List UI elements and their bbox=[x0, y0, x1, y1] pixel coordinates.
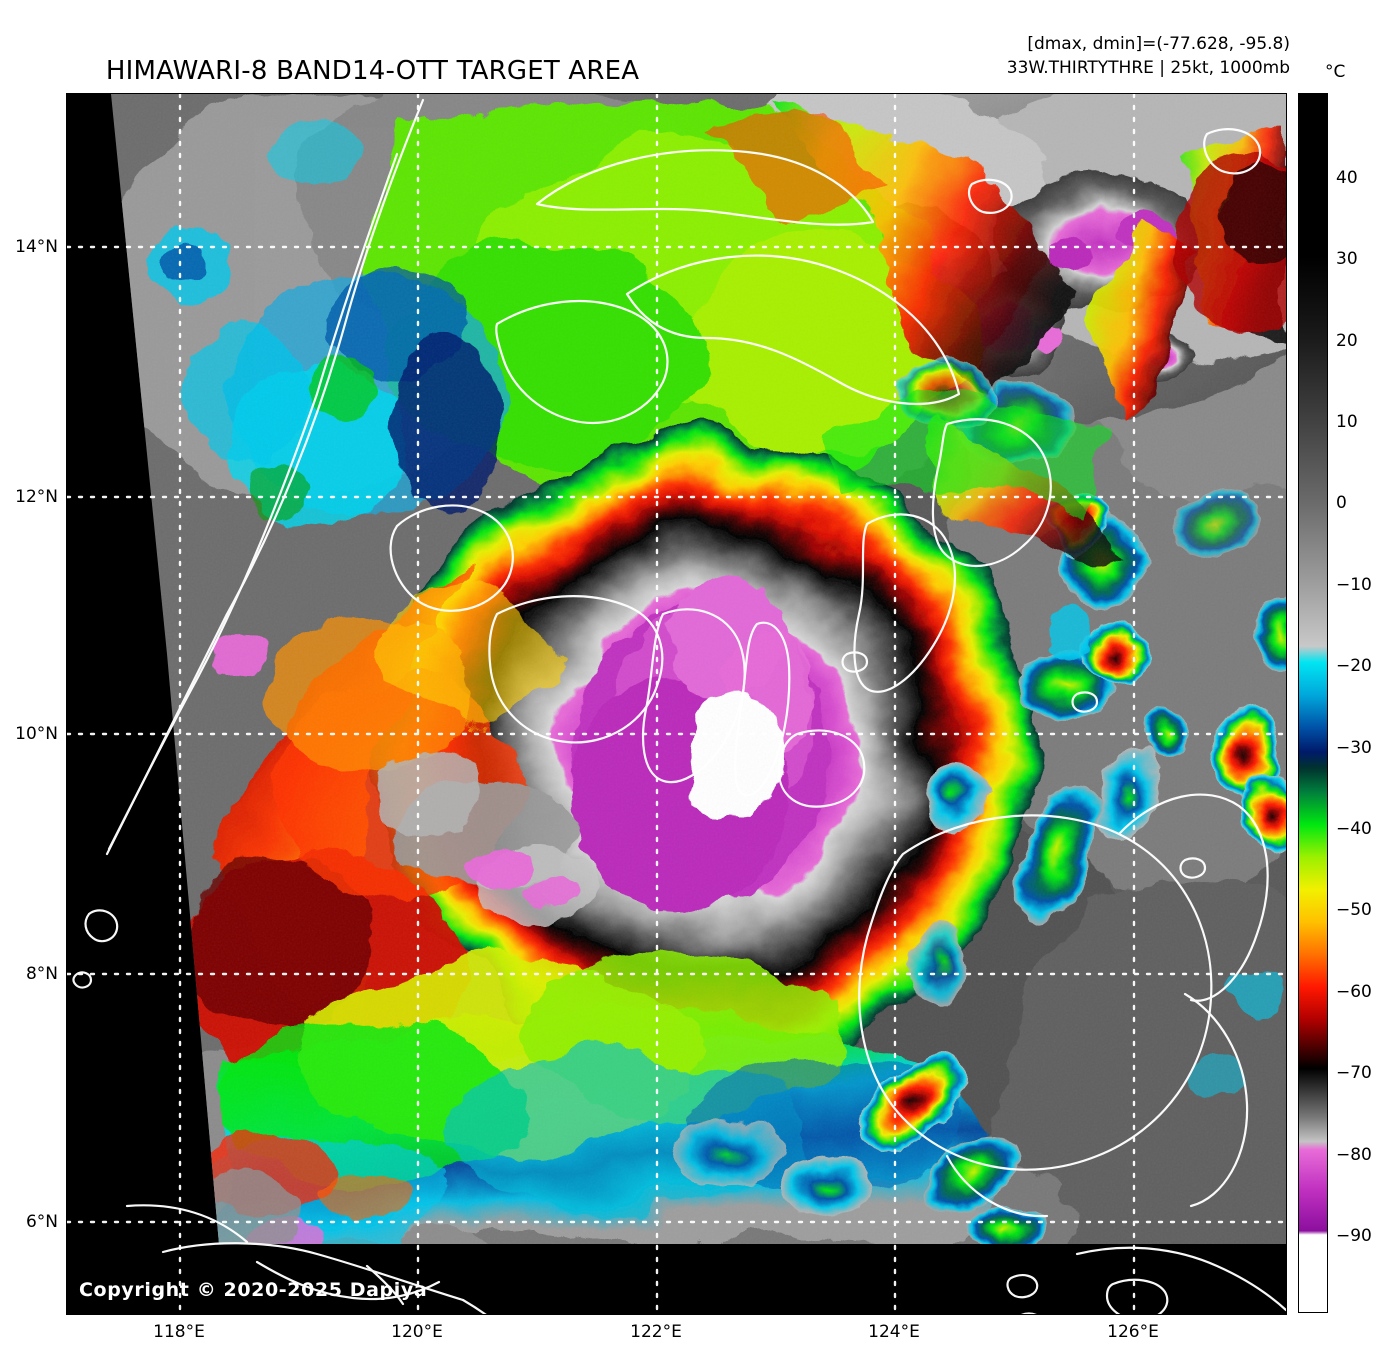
title-line-1: HIMAWARI-8 BAND14-OTT TARGET AREA bbox=[105, 56, 640, 86]
x-tick-118e: 118°E bbox=[153, 1322, 205, 1342]
x-tick-120e: 120°E bbox=[391, 1322, 443, 1342]
cb-tick-m10: −10 bbox=[1336, 575, 1372, 595]
storm-info-readout: 33W.THIRTYTHRE | 25kt, 1000mb bbox=[1006, 58, 1290, 78]
header-metadata: [dmax, dmin]=(-77.628, -95.8) 33W.THIRTY… bbox=[1007, 32, 1290, 80]
cb-tick-30: 30 bbox=[1336, 249, 1358, 269]
y-tick-12n: 12°N bbox=[15, 487, 58, 507]
cb-tick-m40: −40 bbox=[1336, 819, 1372, 839]
cb-tick-m60: −60 bbox=[1336, 982, 1372, 1002]
y-tick-6n: 6°N bbox=[25, 1212, 58, 1232]
cb-tick-20: 20 bbox=[1336, 331, 1358, 351]
cb-tick-m30: −30 bbox=[1336, 738, 1372, 758]
cb-tick-40: 40 bbox=[1336, 168, 1358, 188]
dmax-dmin-readout: [dmax, dmin]=(-77.628, -95.8) bbox=[1027, 34, 1290, 54]
cb-tick-m50: −50 bbox=[1336, 900, 1372, 920]
x-tick-126e: 126°E bbox=[1107, 1322, 1159, 1342]
colorbar-unit-label: °C bbox=[1325, 62, 1346, 82]
copyright-notice: Copyright © 2020-2025 Dapiya bbox=[79, 1279, 428, 1301]
x-tick-124e: 124°E bbox=[868, 1322, 920, 1342]
y-tick-14n: 14°N bbox=[15, 237, 58, 257]
cb-tick-m20: −20 bbox=[1336, 656, 1372, 676]
ir-brightness-field bbox=[111, 94, 1286, 1244]
y-tick-8n: 8°N bbox=[25, 964, 58, 984]
satellite-image-plot[interactable]: Copyright © 2020-2025 Dapiya bbox=[66, 93, 1287, 1315]
cb-tick-m70: −70 bbox=[1336, 1063, 1372, 1083]
cb-tick-0: 0 bbox=[1336, 493, 1347, 513]
graticule bbox=[67, 94, 1286, 1314]
temperature-colorbar[interactable] bbox=[1298, 93, 1328, 1313]
cb-tick-10: 10 bbox=[1336, 412, 1358, 432]
cb-tick-m90: −90 bbox=[1336, 1226, 1372, 1246]
colorbar-gradient bbox=[1299, 94, 1327, 1312]
x-tick-122e: 122°E bbox=[630, 1322, 682, 1342]
satellite-image-canvas bbox=[67, 94, 1286, 1314]
cb-tick-m80: −80 bbox=[1336, 1145, 1372, 1165]
y-tick-10n: 10°N bbox=[15, 724, 58, 744]
